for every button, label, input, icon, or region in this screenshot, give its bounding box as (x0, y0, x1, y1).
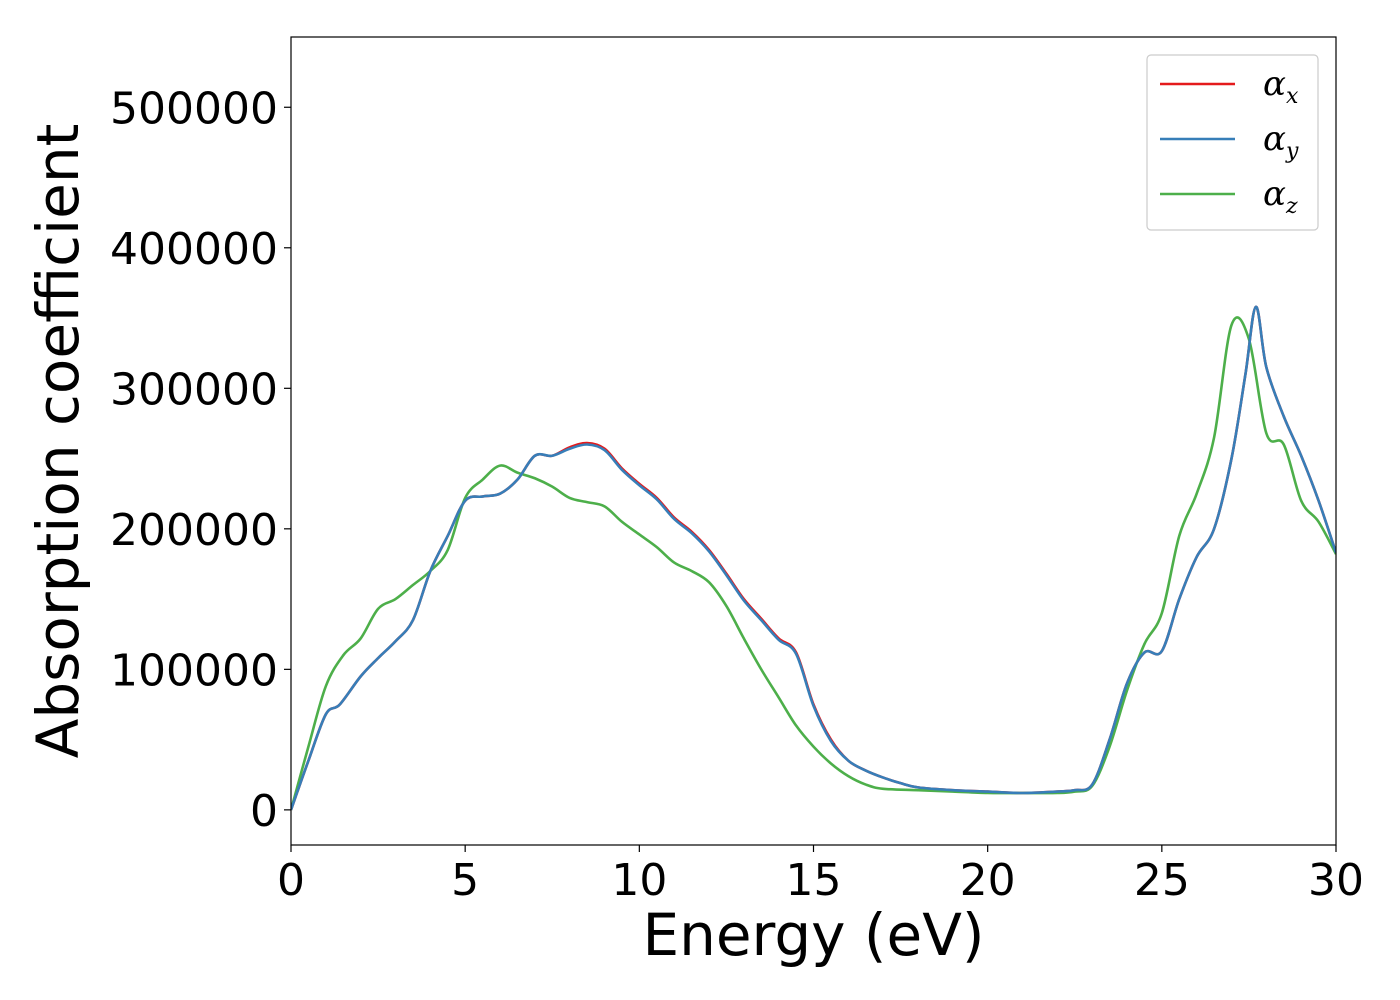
x-axis-title: Energy (eV) (642, 901, 984, 969)
y-tick-label: 500000 (110, 83, 278, 134)
series-line-alpha-z (291, 316, 1336, 811)
x-axis-ticks: 0 5 10 15 20 25 30 (277, 845, 1364, 906)
y-tick-label: 200000 (110, 505, 278, 556)
y-tick-label: 100000 (110, 645, 278, 696)
x-tick-label: 15 (786, 855, 842, 906)
legend-label-alpha-y: αy (1263, 119, 1299, 164)
legend-label-alpha-z: αz (1263, 174, 1298, 219)
plot-lines (291, 305, 1336, 811)
y-axis-title: Absorption coefficient (24, 124, 92, 759)
legend-label-alpha-x: αx (1263, 64, 1299, 109)
y-axis-ticks: 0 100000 200000 300000 400000 500000 (110, 83, 291, 837)
series-line-alpha-y (291, 305, 1336, 811)
series-line-alpha-x (291, 305, 1336, 811)
x-tick-label: 20 (960, 855, 1016, 906)
x-tick-label: 10 (611, 855, 667, 906)
x-tick-label: 30 (1308, 855, 1364, 906)
y-tick-label: 0 (250, 786, 278, 837)
legend: αx αy αz (1146, 54, 1319, 231)
legend-box (1146, 54, 1319, 231)
y-tick-label: 400000 (110, 224, 278, 275)
x-tick-label: 25 (1134, 855, 1190, 906)
x-tick-label: 0 (277, 855, 305, 906)
x-tick-label: 5 (451, 855, 479, 906)
y-tick-label: 300000 (110, 364, 278, 415)
